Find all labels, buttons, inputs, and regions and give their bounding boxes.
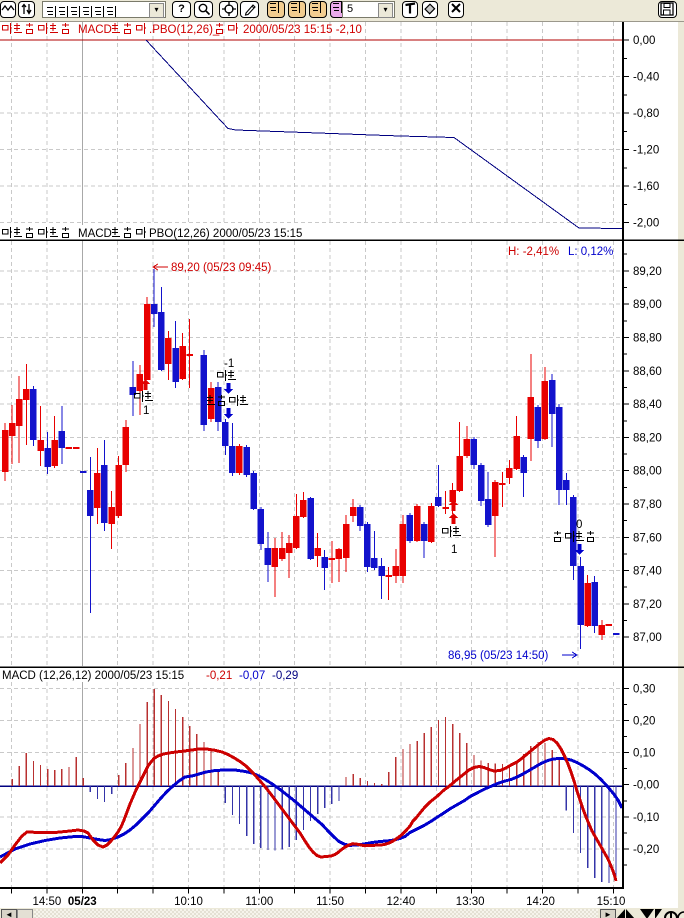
svg-text:-1,20: -1,20 [633,145,659,157]
svg-text:10:10: 10:10 [174,896,203,908]
svg-text:05/23: 05/23 [68,896,97,908]
svg-text:87,80: 87,80 [633,499,662,511]
svg-text:89,20 (05/23 09:45): 89,20 (05/23 09:45) [171,262,272,274]
svg-text:-0,80: -0,80 [633,108,659,120]
svg-text:87,40: 87,40 [633,566,662,578]
svg-text:88,20: 88,20 [633,432,662,444]
svg-text:88,00: 88,00 [633,466,662,478]
svg-text:14:50: 14:50 [33,896,62,908]
svg-text:87,20: 87,20 [633,599,662,611]
svg-text:-0,40: -0,40 [633,72,659,84]
svg-text:87,00: 87,00 [633,632,662,644]
svg-text:-2,00: -2,00 [633,218,659,230]
svg-text:0,00: 0,00 [633,35,655,47]
svg-text:87,60: 87,60 [633,532,662,544]
svg-text:15:10: 15:10 [597,896,626,908]
svg-text:0,10: 0,10 [633,748,655,760]
svg-text:.PBO(12,26)_: .PBO(12,26)_ [149,24,220,36]
svg-text:0,20: 0,20 [633,716,655,728]
svg-text:11:50: 11:50 [316,896,344,908]
svg-text:-0,20: -0,20 [633,844,659,856]
svg-text:12:40: 12:40 [387,896,416,908]
svg-text:88,80: 88,80 [633,333,662,345]
svg-text:-0,29: -0,29 [272,670,298,682]
svg-text:11:00: 11:00 [245,896,273,908]
svg-text:0: 0 [576,519,582,531]
svg-text:MACD (12,26,12) 2000/05/23 15:: MACD (12,26,12) 2000/05/23 15:15 [2,670,184,682]
svg-text:89,20: 89,20 [633,266,662,278]
svg-text:88,60: 88,60 [633,366,662,378]
svg-text:H: -2,41%: H: -2,41% [508,246,559,258]
svg-text:89,00: 89,00 [633,299,662,311]
svg-text:1: 1 [451,544,457,556]
svg-text:L: 0,12%: L: 0,12% [568,246,613,258]
svg-text:-0,07: -0,07 [239,670,265,682]
svg-text:1: 1 [143,405,149,417]
svg-text:14:20: 14:20 [526,896,555,908]
svg-text:-1,60: -1,60 [633,181,659,193]
svg-text:0,30: 0,30 [633,683,655,695]
svg-text:-0,10: -0,10 [633,812,659,824]
svg-text:88,40: 88,40 [633,399,662,411]
svg-text:PBO(12,26) 2000/05/23 15:15: PBO(12,26) 2000/05/23 15:15 [149,228,302,240]
svg-text:-1: -1 [224,358,234,370]
svg-text:86,95 (05/23 14:50): 86,95 (05/23 14:50) [448,650,549,662]
svg-text:13:30: 13:30 [456,896,485,908]
svg-text:MACD: MACD [78,228,112,240]
svg-text:-0,21: -0,21 [206,670,232,682]
svg-text:-0,00: -0,00 [633,780,659,792]
svg-text:MACD: MACD [78,24,112,36]
svg-text:2000/05/23 15:15 -2,10: 2000/05/23 15:15 -2,10 [243,24,362,36]
